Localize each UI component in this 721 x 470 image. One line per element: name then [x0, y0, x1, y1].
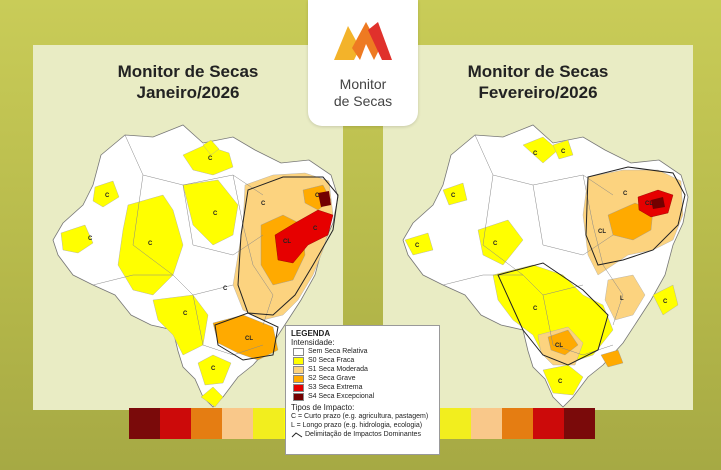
legend-item: S0 Seca Fraca — [291, 356, 434, 365]
legend: LEGENDA Intensidade: Sem Seca Relativa S0… — [285, 325, 440, 455]
impact-labels: C C C C C C C C CL CL C C C — [88, 156, 320, 372]
legend-line-label: Delimitação de Impactos Dominantes — [305, 431, 421, 438]
brazil-map-january: C C C C C C C C CL CL C C C — [52, 124, 339, 408]
legend-swatch — [293, 347, 304, 356]
map-label: CL — [245, 336, 253, 342]
logo-line2: de Secas — [333, 93, 393, 109]
legend-swatch — [293, 365, 304, 374]
scale-swatch — [191, 408, 223, 439]
map-label: C — [211, 366, 216, 372]
legend-line-item: Delimitação de Impactos Dominantes — [291, 430, 434, 439]
legend-swatch — [293, 374, 304, 383]
legend-impact-l: L = Longo prazo (e.g. hidrologia, ecolog… — [291, 422, 423, 429]
scale-swatch — [160, 408, 192, 439]
impact-labels: C C C C CL C CL L C C CL C C — [415, 149, 668, 385]
legend-item: Sem Seca Relativa — [291, 347, 434, 356]
map-label: C — [213, 211, 218, 217]
legend-swatch — [293, 383, 304, 392]
map-label: C — [623, 191, 628, 197]
scale-swatch — [563, 408, 595, 439]
legend-intensity-label: Intensidade: — [291, 338, 335, 347]
logo-text: Monitor de Secas — [308, 76, 418, 110]
title-line2: Fevereiro/2026 — [478, 83, 598, 102]
legend-item-label: S2 Seca Grave — [308, 375, 356, 382]
scale-swatch — [470, 408, 502, 439]
map-label: C — [261, 201, 266, 207]
legend-item: S1 Seca Moderada — [291, 365, 434, 374]
map-label: C — [208, 156, 213, 162]
map-label: C — [315, 193, 320, 199]
s4-areas — [318, 191, 331, 207]
scale-swatch — [532, 408, 564, 439]
map-label: C — [561, 149, 566, 155]
map-label: C — [148, 241, 153, 247]
scale-swatch — [501, 408, 533, 439]
map-label: C — [415, 243, 420, 249]
map-label: C — [558, 379, 563, 385]
legend-item: S4 Seca Excepcional — [291, 392, 434, 401]
map-label: C — [223, 286, 228, 292]
state-borders — [92, 134, 274, 356]
map-label: C — [105, 193, 110, 199]
s4-areas — [651, 197, 665, 209]
delimitation-line-icon — [291, 431, 303, 437]
legend-item-label: S3 Seca Extrema — [308, 384, 363, 391]
map-label: L — [620, 296, 624, 302]
map-label: C — [533, 306, 538, 312]
brazil-outline — [402, 124, 689, 408]
legend-impact-c: C = Curto prazo (e.g. agricultura, pasta… — [291, 413, 429, 420]
scale-swatch — [129, 408, 161, 439]
legend-swatch — [293, 356, 304, 365]
legend-item: S2 Seca Grave — [291, 374, 434, 383]
title-line2: Janeiro/2026 — [136, 83, 240, 102]
map-label: C — [183, 311, 188, 317]
map-label: C — [313, 226, 318, 232]
map-label: C — [493, 241, 498, 247]
impact-lines — [214, 176, 339, 361]
impact-lines — [497, 166, 686, 366]
scale-swatch — [253, 408, 285, 439]
map-label: C — [663, 299, 668, 305]
legend-impact-title: Tipos de Impacto: — [291, 403, 355, 412]
map-label: C — [88, 236, 93, 242]
legend-title: LEGENDA — [291, 329, 331, 338]
legend-item: S3 Seca Extrema — [291, 383, 434, 392]
map-label: CL — [555, 343, 563, 349]
scale-swatch — [439, 408, 471, 439]
panel-title-february: Monitor de Secas Fevereiro/2026 — [383, 61, 693, 103]
title-line1: Monitor de Secas — [467, 62, 609, 81]
logo-line1: Monitor — [339, 76, 387, 92]
s2-areas — [547, 202, 654, 368]
state-borders — [442, 134, 624, 356]
s3-areas — [274, 209, 334, 264]
s0-areas — [404, 136, 679, 396]
logo-mark-icon — [334, 22, 392, 60]
panel-title-january: Monitor de Secas Janeiro/2026 — [33, 61, 343, 103]
map-label: CL — [283, 239, 291, 245]
legend-item-label: S4 Seca Excepcional — [308, 393, 375, 400]
legend-item-label: Sem Seca Relativa — [308, 348, 368, 355]
scale-swatch — [222, 408, 254, 439]
monitor-de-secas-logo: Monitor de Secas — [308, 0, 418, 126]
legend-items: Sem Seca Relativa S0 Seca Fraca S1 Seca Mo… — [291, 347, 434, 401]
legend-item-label: S0 Seca Fraca — [308, 357, 355, 364]
map-label: CL — [645, 201, 653, 207]
map-label: C — [533, 151, 538, 157]
title-line1: Monitor de Secas — [117, 62, 259, 81]
legend-item-label: S1 Seca Moderada — [308, 366, 368, 373]
map-label: CL — [598, 229, 606, 235]
map-label: C — [451, 193, 456, 199]
brazil-map-february: C C C C CL C CL L C C CL C C — [402, 124, 689, 408]
map-panel-january: Monitor de Secas Janeiro/2026 — [33, 45, 343, 410]
legend-swatch — [293, 392, 304, 401]
